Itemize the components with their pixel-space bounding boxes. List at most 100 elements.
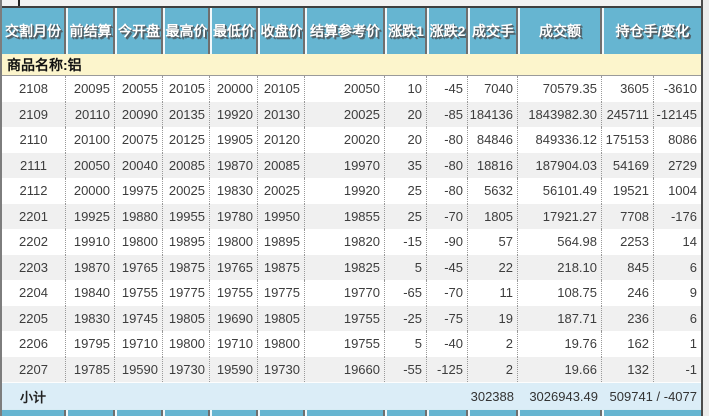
- column-header-high[interactable]: 最高价: [163, 8, 210, 54]
- cell-volume: 184136: [468, 101, 518, 127]
- data-rows-container: 2108 20095 20055 20105 20000 20105 20050 10 -45 7…: [2, 76, 701, 382]
- cell-prev-settle: 19925: [66, 203, 115, 229]
- cell-month: 2203: [2, 254, 66, 280]
- cell-oi-change: 14: [682, 234, 697, 250]
- cell-change2: -90: [427, 229, 468, 255]
- cell-open-interest: 19521: [602, 178, 654, 204]
- cell-low: 19905: [210, 127, 258, 153]
- cell-change1: 20: [385, 127, 427, 153]
- cell-turnover: 187904.03: [518, 152, 602, 178]
- data-row-2109: 2109 20110 20090 20135 19920 20130 20025 20 -85 1…: [2, 101, 701, 127]
- cell-low: 19590: [210, 356, 258, 382]
- cell-volume: 84846: [468, 127, 518, 153]
- cell-close: 19805: [258, 305, 305, 331]
- column-header-month[interactable]: 交割月份: [2, 8, 66, 54]
- cell-open: 19745: [115, 305, 163, 331]
- cell-prev-settle: 20050: [66, 152, 115, 178]
- cell-month: 2204: [2, 280, 66, 306]
- subtotal-volume: 302388: [470, 388, 514, 404]
- cell-change2: -85: [427, 101, 468, 127]
- cell-settle-ref: 20025: [305, 101, 385, 127]
- cell-oi-change: 8086: [668, 132, 697, 148]
- cell-close: 20130: [258, 101, 305, 127]
- top-strip: [2, 0, 701, 8]
- column-header-turnover[interactable]: 成交额: [518, 8, 602, 54]
- cell-change1: 5: [385, 331, 427, 357]
- cell-turnover: 108.75: [518, 280, 602, 306]
- next-section-header-sliver: [2, 409, 701, 416]
- cell-open-interest: 175153: [602, 127, 654, 153]
- cell-change1: -25: [385, 305, 427, 331]
- cell-open-interest: 54169: [602, 152, 654, 178]
- column-header-low: [210, 410, 258, 416]
- column-header-change1[interactable]: 涨跌1: [385, 8, 427, 54]
- column-header-settle-ref[interactable]: 结算参考价: [305, 8, 385, 54]
- cell-change1: 20: [385, 101, 427, 127]
- cell-open: 19590: [115, 356, 163, 382]
- data-row-2205: 2205 19830 19745 19805 19690 19805 19755 -25 -75…: [2, 305, 701, 331]
- cell-settle-ref: 19820: [305, 229, 385, 255]
- cell-high: 19955: [163, 203, 210, 229]
- cell-low: 19765: [210, 254, 258, 280]
- cell-change2: -80: [427, 178, 468, 204]
- top-strip-separator: [18, 0, 20, 6]
- data-row-2206: 2206 19795 19710 19800 19710 19800 19755 5 -40 2 1…: [2, 331, 701, 357]
- column-header-close[interactable]: 收盘价: [258, 8, 305, 54]
- cell-oi-change: 6: [689, 310, 697, 326]
- cell-prev-settle: 19910: [66, 229, 115, 255]
- cell-prev-settle: 19795: [66, 331, 115, 357]
- cell-oi-change: 6: [689, 259, 697, 275]
- cell-open-interest: 132: [602, 356, 654, 382]
- cell-low: 19920: [210, 101, 258, 127]
- cell-turnover: 56101.49: [518, 178, 602, 204]
- data-row-2203: 2203 19870 19765 19875 19765 19875 19825 5 -45 22…: [2, 254, 701, 280]
- cell-close: 20120: [258, 127, 305, 153]
- cell-settle-ref: 19755: [305, 331, 385, 357]
- cell-high: 20135: [163, 101, 210, 127]
- cell-turnover: 849336.12: [518, 127, 602, 153]
- data-row-2202: 2202 19910 19800 19895 19800 19895 19820 -15 -90…: [2, 229, 701, 255]
- cell-volume: 2: [468, 331, 518, 357]
- column-header-change2[interactable]: 涨跌2: [427, 8, 468, 54]
- column-header-prev-settle[interactable]: 前结算: [66, 8, 115, 54]
- cell-change2: -75: [427, 305, 468, 331]
- cell-close: 20085: [258, 152, 305, 178]
- table-header-row: 交割月份 前结算 今开盘 最高价 最低价 收盘价 结算参考价 涨跌1 涨跌2 成交手 成交额 持仓手/…: [2, 8, 701, 54]
- cell-open-interest: 2253: [602, 229, 654, 255]
- cell-close: 20025: [258, 178, 305, 204]
- cell-open-interest: 236: [602, 305, 654, 331]
- cell-oi-change: -12145: [656, 106, 697, 122]
- cell-volume: 5632: [468, 178, 518, 204]
- cell-low: 20000: [210, 76, 258, 102]
- cell-open-interest: 845: [602, 254, 654, 280]
- column-header-open[interactable]: 今开盘: [115, 8, 163, 54]
- column-header-open-interest-change[interactable]: 持仓手/变化: [602, 8, 701, 54]
- column-header-month: [2, 410, 66, 416]
- cell-month: 2108: [2, 76, 66, 102]
- cell-low: 19870: [210, 152, 258, 178]
- column-header-low[interactable]: 最低价: [210, 8, 258, 54]
- cell-prev-settle: 19785: [66, 356, 115, 382]
- cell-change1: 25: [385, 178, 427, 204]
- cell-low: 19690: [210, 305, 258, 331]
- cell-volume: 2: [468, 356, 518, 382]
- column-header-close: [258, 410, 305, 416]
- cell-open: 19710: [115, 331, 163, 357]
- cell-settle-ref: 19770: [305, 280, 385, 306]
- cell-close: 19875: [258, 254, 305, 280]
- cell-close: 19950: [258, 203, 305, 229]
- product-name-label: 商品名称:铝: [7, 56, 82, 73]
- cell-open-interest: 246: [602, 280, 654, 306]
- cell-change2: -40: [427, 331, 468, 357]
- cell-change2: -45: [427, 76, 468, 102]
- cell-settle-ref: 19855: [305, 203, 385, 229]
- cell-open-interest: 245711: [602, 101, 654, 127]
- cell-open-interest: 3605: [602, 76, 654, 102]
- cell-low: 19830: [210, 178, 258, 204]
- cell-month: 2112: [2, 178, 66, 204]
- cell-high: 20025: [163, 178, 210, 204]
- cell-settle-ref: 19755: [305, 305, 385, 331]
- column-header-volume[interactable]: 成交手: [468, 8, 518, 54]
- cell-settle-ref: 19920: [305, 178, 385, 204]
- cell-turnover: 19.76: [518, 331, 602, 357]
